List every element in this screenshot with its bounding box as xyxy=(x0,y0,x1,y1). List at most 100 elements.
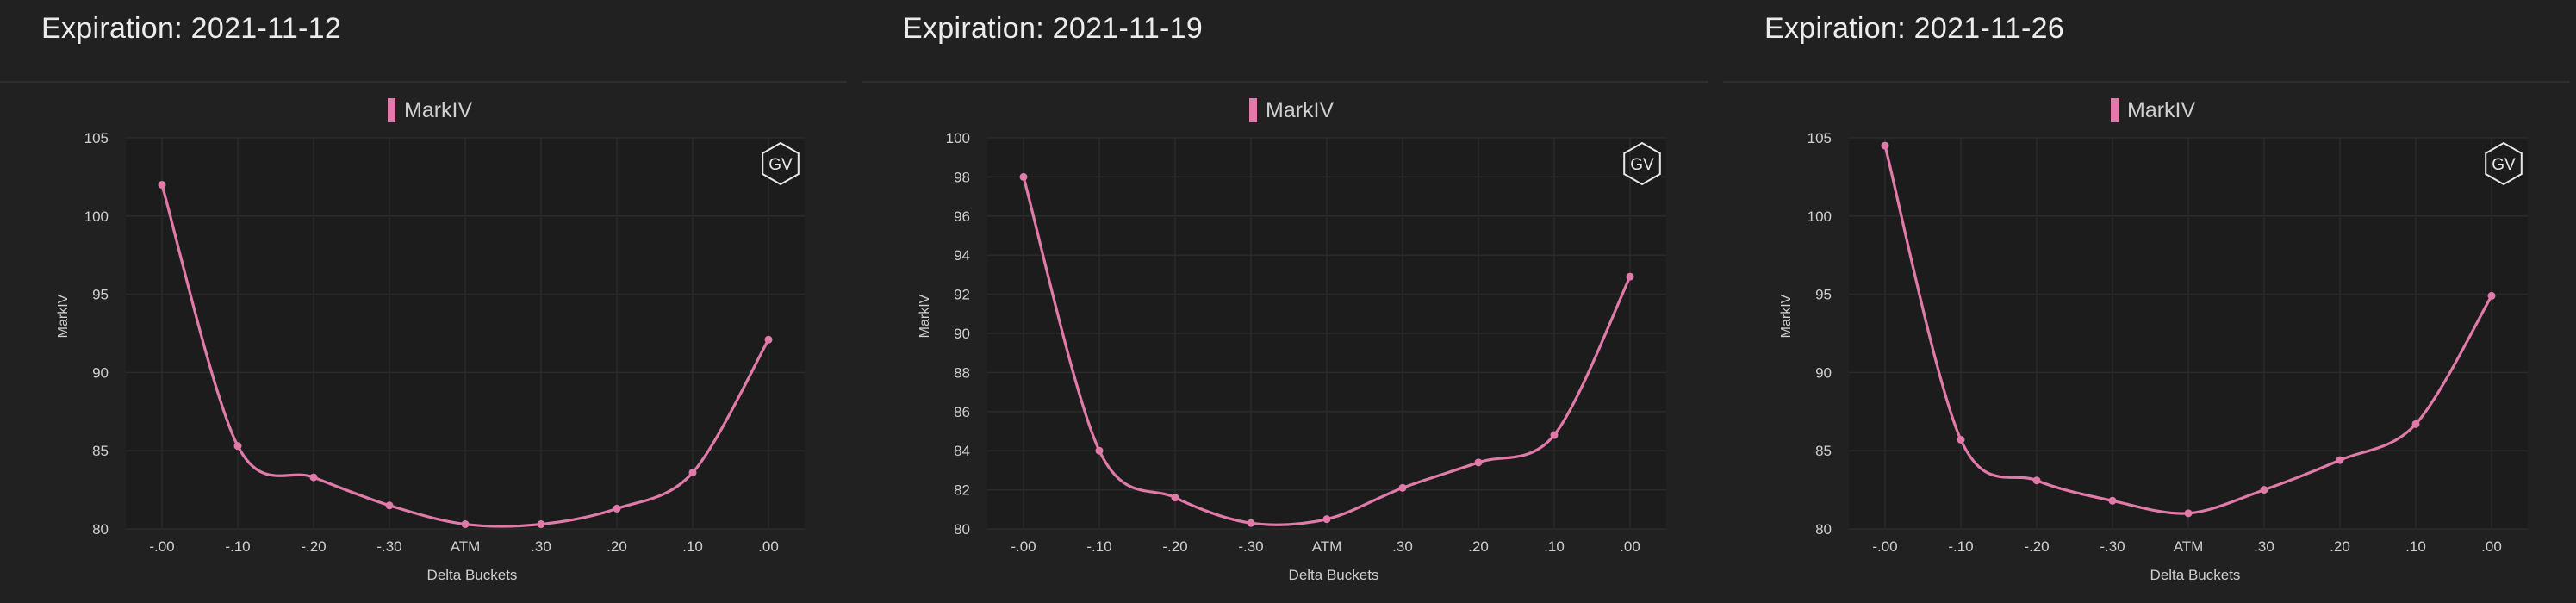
data-point[interactable] xyxy=(537,520,545,529)
chart-title: Expiration: 2021-11-12 xyxy=(41,12,342,45)
data-point[interactable] xyxy=(764,335,773,344)
x-tick-label: .00 xyxy=(758,538,779,555)
gv-label: GV xyxy=(768,156,793,174)
x-tick-label: -.10 xyxy=(1086,538,1111,555)
data-point[interactable] xyxy=(385,501,394,510)
data-point[interactable] xyxy=(1398,483,1407,492)
data-point[interactable] xyxy=(1881,141,1889,150)
y-tick-label: 100 xyxy=(1808,208,1832,225)
y-tick-label: 96 xyxy=(954,208,970,225)
y-tick-label: 80 xyxy=(1815,521,1832,538)
data-point[interactable] xyxy=(461,520,470,529)
gv-hexagon xyxy=(1623,141,1661,186)
series-line xyxy=(1883,145,2493,515)
x-axis-label: Delta Buckets xyxy=(427,567,518,583)
legend[interactable]: MarkIV xyxy=(1249,98,1335,122)
data-point[interactable] xyxy=(1322,515,1331,524)
legend[interactable]: MarkIV xyxy=(388,98,473,122)
data-point[interactable] xyxy=(2032,476,2041,485)
y-tick-label: 90 xyxy=(1815,364,1832,381)
data-point[interactable] xyxy=(2487,291,2496,300)
x-tick-label: .20 xyxy=(607,538,627,555)
x-tick-label: ATM xyxy=(1312,538,1342,555)
title-divider xyxy=(1723,81,2570,83)
legend-label: MarkIV xyxy=(2127,98,2196,122)
data-point[interactable] xyxy=(1957,435,1965,444)
data-point[interactable] xyxy=(2411,420,2420,428)
gv-logo-icon: GV xyxy=(762,141,800,186)
data-point[interactable] xyxy=(1626,272,1634,281)
x-tick-label: .00 xyxy=(2481,538,2502,555)
x-tick-label: -.30 xyxy=(2100,538,2125,555)
legend-swatch xyxy=(388,98,395,122)
x-tick-label: .10 xyxy=(2405,538,2426,555)
gv-label: GV xyxy=(2492,156,2516,174)
x-tick-label: -.00 xyxy=(149,538,174,555)
y-tick-label: 90 xyxy=(954,326,970,342)
y-tick-label: 100 xyxy=(84,208,109,225)
x-axis-label: Delta Buckets xyxy=(1289,567,1379,583)
x-tick-label: ATM xyxy=(451,538,481,555)
y-axis-label: MarkIV xyxy=(918,294,932,338)
y-tick-label: 105 xyxy=(84,130,109,146)
y-tick-label: 80 xyxy=(92,521,109,538)
y-tick-label: 95 xyxy=(1815,287,1832,303)
title-divider xyxy=(862,81,1708,83)
y-tick-label: 105 xyxy=(1808,130,1832,146)
data-point[interactable] xyxy=(1247,519,1255,527)
gv-logo-icon: GV xyxy=(1623,141,1661,186)
y-tick-label: 94 xyxy=(954,247,970,264)
y-tick-label: 85 xyxy=(92,443,109,459)
x-tick-label: -.20 xyxy=(301,538,326,555)
x-tick-label: .10 xyxy=(1544,538,1565,555)
chart-title: Expiration: 2021-11-19 xyxy=(903,12,1204,45)
y-tick-label: 98 xyxy=(954,169,970,185)
data-point[interactable] xyxy=(2108,496,2117,505)
data-point[interactable] xyxy=(158,180,166,189)
y-tick-label: 82 xyxy=(954,482,970,499)
data-point[interactable] xyxy=(309,473,318,482)
x-tick-label: -.00 xyxy=(1872,538,1897,555)
data-point[interactable] xyxy=(2336,456,2344,464)
data-point[interactable] xyxy=(1474,458,1483,467)
x-axis-label: Delta Buckets xyxy=(2150,567,2241,583)
x-tick-label: -.20 xyxy=(1162,538,1187,555)
line-chart: 80 85 90 95 100 105 -.00 -.10 -.20 -.30 ATM .30 .20.… xyxy=(56,98,805,583)
chart-title: Expiration: 2021-11-26 xyxy=(1764,12,2065,45)
data-point[interactable] xyxy=(613,504,621,513)
title-divider xyxy=(0,81,847,83)
series-line xyxy=(160,184,770,528)
y-tick-label: 95 xyxy=(92,287,109,303)
data-point[interactable] xyxy=(1095,446,1104,455)
gv-label: GV xyxy=(1630,156,1654,174)
legend[interactable]: MarkIV xyxy=(2111,98,2196,122)
x-tick-label: -.00 xyxy=(1011,538,1036,555)
x-tick-label: -.10 xyxy=(1948,538,1973,555)
y-axis-label: MarkIV xyxy=(56,294,71,338)
data-point[interactable] xyxy=(233,442,242,451)
y-tick-label: 84 xyxy=(954,443,970,459)
line-chart: 80 82 84 86 88 90 92 94 96 98 100 -.00 -.10 -.20 -.30 A… xyxy=(918,98,1666,583)
line-chart: 80 85 90 95 100 105 -.00 -.10 -.20 -.30 ATM .30 .20.… xyxy=(1779,98,2528,583)
y-tick-label: 92 xyxy=(954,287,970,303)
series-line xyxy=(1022,176,1632,526)
y-tick-label: 85 xyxy=(1815,443,1832,459)
x-tick-label: -.10 xyxy=(225,538,250,555)
gv-hexagon xyxy=(2485,141,2523,186)
x-tick-label: -.20 xyxy=(2024,538,2049,555)
data-point[interactable] xyxy=(1019,172,1028,181)
data-point[interactable] xyxy=(688,469,697,477)
y-tick-label: 100 xyxy=(946,130,970,146)
x-tick-label: .00 xyxy=(1620,538,1640,555)
x-tick-label: ATM xyxy=(2174,538,2204,555)
y-axis-label: MarkIV xyxy=(1779,294,1794,338)
x-tick-label: -.30 xyxy=(376,538,401,555)
data-point[interactable] xyxy=(2260,486,2268,494)
y-tick-label: 90 xyxy=(92,364,109,381)
chart-panel: Expiration: 2021-11-12 80 85 90 95 100 105 -.00… xyxy=(0,0,847,603)
gv-hexagon xyxy=(762,141,800,186)
data-point[interactable] xyxy=(2184,509,2193,518)
chart-panel: Expiration: 2021-11-26 80 85 90 95 100 105 -.00… xyxy=(1723,0,2570,603)
data-point[interactable] xyxy=(1171,494,1179,502)
data-point[interactable] xyxy=(1550,431,1559,439)
